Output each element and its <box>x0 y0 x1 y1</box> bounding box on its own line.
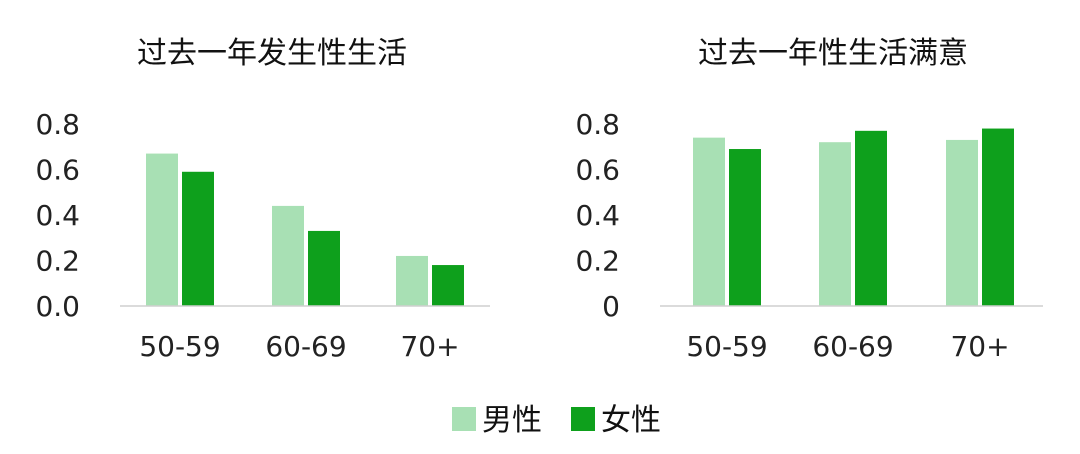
x-category-label: 50-59 <box>686 330 767 363</box>
x-category-label: 50-59 <box>139 330 220 363</box>
legend-swatch-female <box>571 407 595 431</box>
chart-sex-satisfaction: 过去一年性生活满意 0 0.2 0.4 0.6 0.8 50-59 60-69 70+ <box>575 36 1043 363</box>
bar-female-50-59 <box>729 149 761 306</box>
legend-swatch-male <box>452 407 476 431</box>
x-category-label: 60-69 <box>265 330 346 363</box>
legend: 男性 女性 <box>452 403 661 438</box>
y-tick-label: 0.4 <box>575 199 620 232</box>
y-tick-label: 0.8 <box>35 108 80 141</box>
bar-male-50-59 <box>146 153 178 306</box>
chart-title: 过去一年发生性生活 <box>137 36 407 71</box>
y-tick-label: 0.4 <box>35 199 80 232</box>
y-tick-label: 0.2 <box>575 245 620 278</box>
x-category-label: 60-69 <box>812 330 893 363</box>
bar-female-70+ <box>432 265 464 306</box>
x-category-label: 70+ <box>950 330 1009 363</box>
legend-label-male: 男性 <box>482 403 542 438</box>
chart-title: 过去一年性生活满意 <box>698 36 968 71</box>
bar-female-70+ <box>982 128 1014 306</box>
y-tick-label: 0 <box>602 290 620 323</box>
y-tick-label: 0.6 <box>35 154 80 187</box>
y-tick-label: 0.6 <box>575 154 620 187</box>
y-tick-label: 0.0 <box>35 290 80 323</box>
legend-label-female: 女性 <box>601 403 661 438</box>
bar-male-70+ <box>396 255 428 306</box>
y-tick-label: 0.2 <box>35 245 80 278</box>
y-tick-label: 0.8 <box>575 108 620 141</box>
bar-male-60-69 <box>819 142 851 306</box>
bar-male-50-59 <box>693 137 725 306</box>
bar-female-60-69 <box>855 130 887 306</box>
chart-sex-activity: 过去一年发生性生活 0.0 0.2 0.4 0.6 0.8 50-59 60-69 70+ <box>35 36 490 363</box>
bar-female-60-69 <box>308 230 340 306</box>
x-category-label: 70+ <box>400 330 459 363</box>
bar-male-70+ <box>946 139 978 306</box>
bar-female-50-59 <box>182 171 214 306</box>
bar-male-60-69 <box>272 205 304 306</box>
